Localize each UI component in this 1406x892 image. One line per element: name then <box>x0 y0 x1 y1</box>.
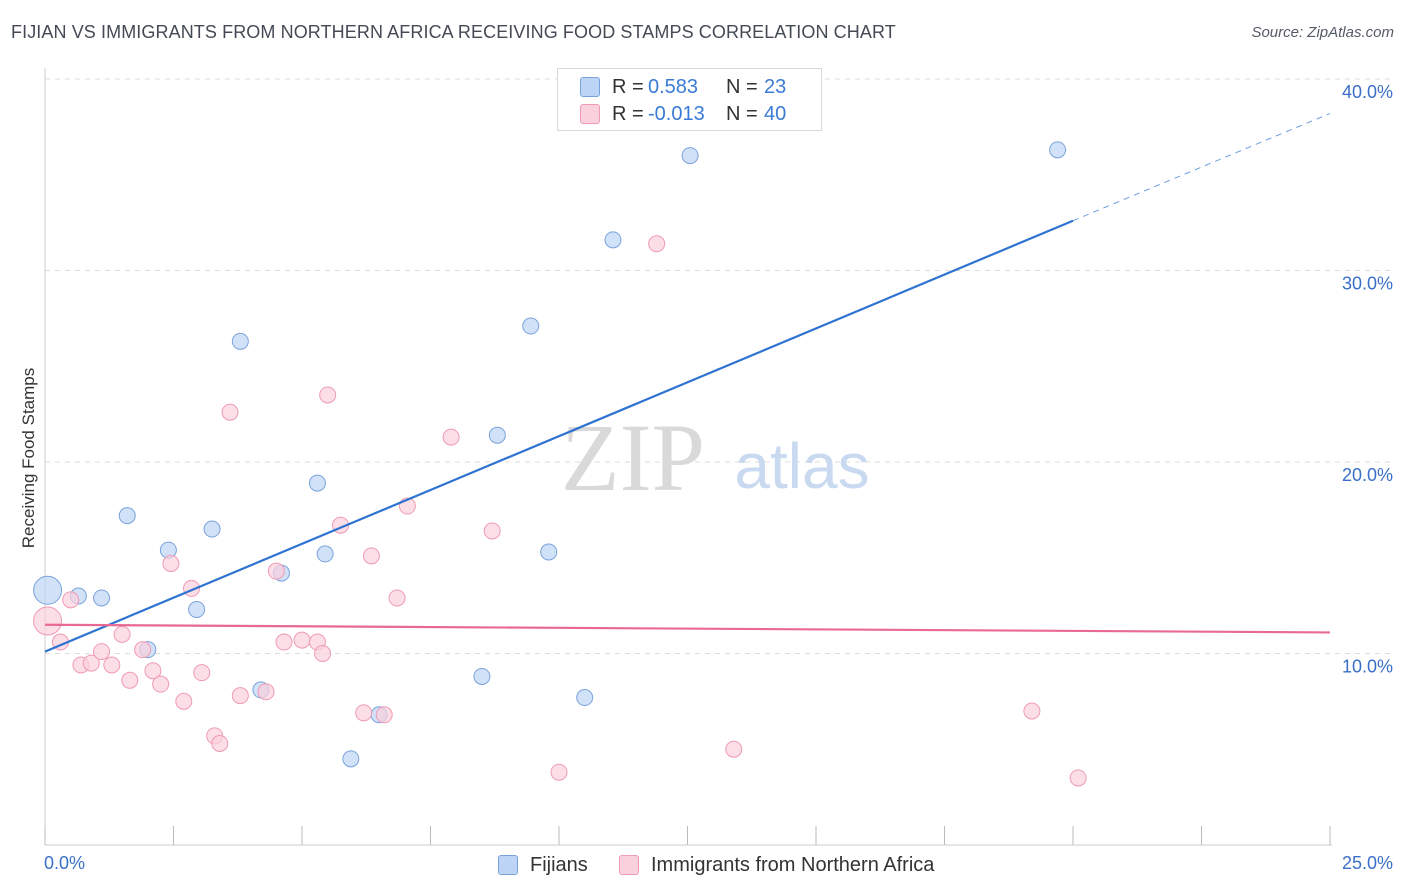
immigrants-swatch <box>580 104 600 124</box>
fijian-point <box>342 750 360 768</box>
immigrant-point <box>1023 702 1041 720</box>
fijians-trend-line <box>44 219 1074 653</box>
watermark-zip: ZIP <box>561 404 705 511</box>
legend-item-fijians: Fijians <box>498 852 588 878</box>
fijian-point <box>118 507 136 525</box>
n-label: N = <box>726 102 758 125</box>
immigrant-point <box>483 522 501 540</box>
immigrants-legend-swatch <box>619 855 639 875</box>
immigrant-point <box>231 687 249 705</box>
immigrant-point <box>33 606 63 636</box>
r-value: 0.583 <box>648 75 699 98</box>
immigrant-point <box>144 662 162 680</box>
y-tick-label: 10.0% <box>1342 657 1393 677</box>
immigrant-point <box>725 740 743 758</box>
stats-row-fijians: R = 0.583 N = 23 <box>580 74 786 100</box>
immigrant-point <box>293 631 311 649</box>
immigrant-point <box>388 589 406 607</box>
immigrant-point <box>193 664 211 682</box>
r-label: R = <box>612 75 644 98</box>
fijians-swatch <box>580 77 600 97</box>
fijian-point <box>522 317 540 335</box>
y-tick-label: 20.0% <box>1342 465 1393 485</box>
fijian-point <box>231 332 249 350</box>
x-tick-label-max: 25.0% <box>1342 853 1393 873</box>
immigrant-point <box>375 706 393 724</box>
fijian-point <box>203 520 221 538</box>
immigrant-point <box>62 591 80 609</box>
watermark-atlas: atlas <box>734 430 869 502</box>
r-label: R = <box>612 102 644 125</box>
watermark: ZIP atlas <box>561 404 870 511</box>
immigrant-point <box>121 671 139 689</box>
legend-item-immigrants: Immigrants from Northern Africa <box>619 852 934 878</box>
immigrant-point <box>175 692 193 710</box>
immigrant-point <box>267 562 285 580</box>
immigrant-point <box>1069 769 1087 787</box>
immigrant-point <box>314 645 332 662</box>
immigrant-point <box>134 641 152 659</box>
stats-legend: R = 0.583 N = 23 R = -0.013 N = 40 <box>557 68 822 131</box>
fijians-legend-swatch <box>498 855 518 875</box>
fijian-point <box>681 147 699 165</box>
n-value: 40 <box>764 102 787 125</box>
fijians-trend-extension <box>1072 113 1331 222</box>
immigrant-point <box>550 763 568 781</box>
immigrant-point <box>221 403 239 421</box>
fijian-point <box>576 689 594 707</box>
fijian-point <box>93 589 111 607</box>
fijian-point <box>316 545 334 563</box>
immigrant-point <box>648 235 666 253</box>
legend-label-fijians: Fijians <box>530 853 588 876</box>
immigrants-trend-line <box>44 623 1331 634</box>
immigrants-points <box>33 235 1087 787</box>
immigrant-point <box>442 428 460 446</box>
axes: 10.0% 20.0% 30.0% 40.0% 0.0% 25.0% <box>44 68 1393 873</box>
fijian-point <box>308 474 326 492</box>
fijian-point <box>540 543 558 561</box>
immigrant-point <box>257 683 275 701</box>
immigrant-point <box>319 386 337 404</box>
fijian-point <box>1049 141 1067 159</box>
immigrant-point <box>362 547 380 565</box>
immigrant-point <box>103 656 121 674</box>
fijian-point <box>473 667 491 685</box>
y-tick-label: 30.0% <box>1342 274 1393 294</box>
immigrant-point <box>82 654 100 672</box>
immigrant-point <box>152 675 170 693</box>
legend-label-immigrants: Immigrants from Northern Africa <box>651 853 935 876</box>
chart-title: FIJIAN VS IMMIGRANTS FROM NORTHERN AFRIC… <box>11 22 896 42</box>
fijian-point <box>33 575 63 605</box>
immigrant-point <box>113 625 131 643</box>
source-credit: Source: ZipAtlas.com <box>1251 24 1394 41</box>
fijian-point <box>188 600 206 618</box>
trend-lines <box>44 113 1331 653</box>
immigrant-point <box>355 704 373 722</box>
immigrant-point <box>275 633 293 651</box>
r-value: -0.013 <box>648 102 705 125</box>
fijians-points <box>33 141 1067 768</box>
fijian-point <box>488 426 506 444</box>
immigrant-point <box>211 735 229 753</box>
n-label: N = <box>726 75 758 98</box>
stats-row-immigrants: R = -0.013 N = 40 <box>580 101 786 127</box>
y-tick-label: 40.0% <box>1342 82 1393 102</box>
n-value: 23 <box>764 75 787 98</box>
x-tick-label-min: 0.0% <box>44 853 85 873</box>
fijian-point <box>604 231 622 249</box>
immigrant-point <box>162 554 180 572</box>
y-axis-title: Receiving Food Stamps <box>19 368 38 548</box>
immigrant-point <box>93 643 111 661</box>
